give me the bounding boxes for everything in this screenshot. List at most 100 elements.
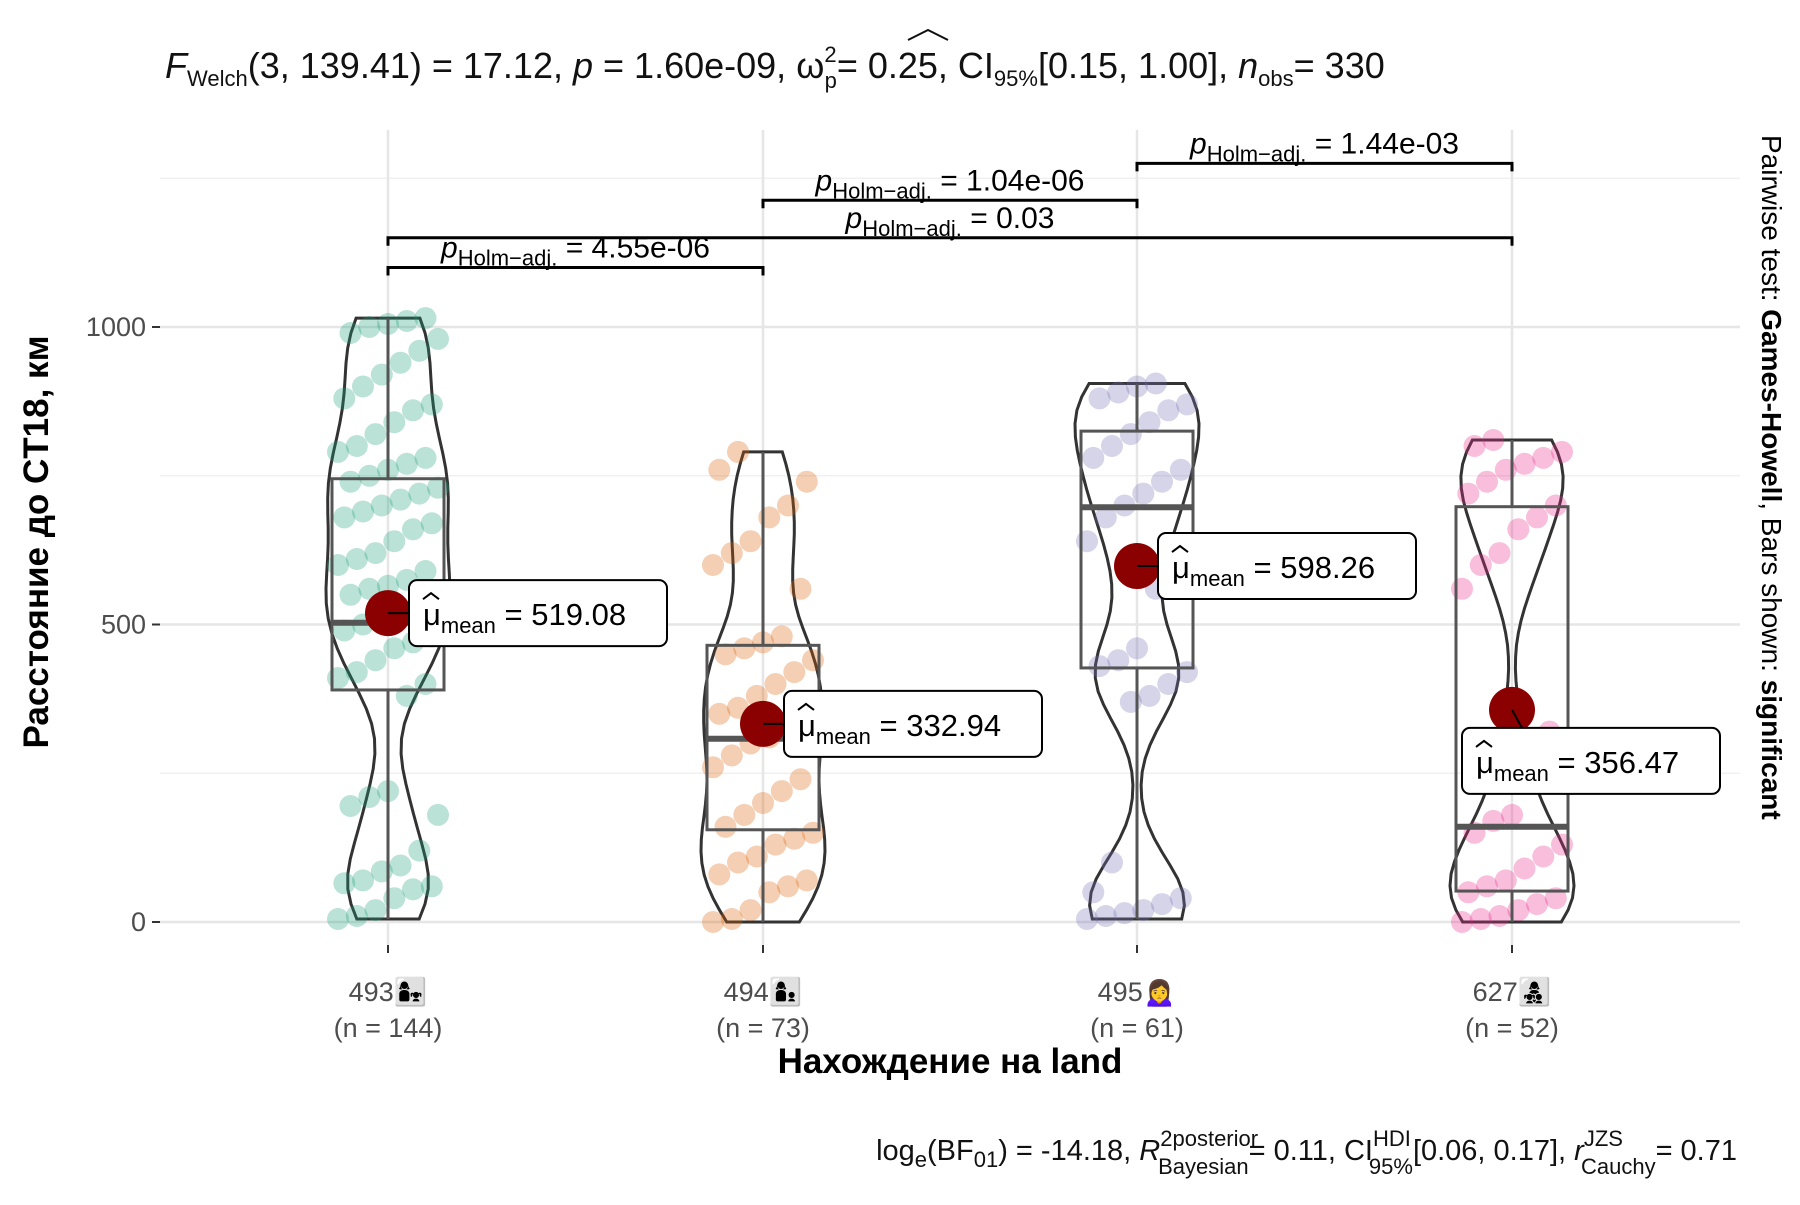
point-493 (339, 322, 362, 344)
point-493 (327, 667, 349, 689)
mean-label-494: μmean = 332.94 (798, 708, 1001, 749)
point-627 (1507, 518, 1530, 541)
point-493 (339, 795, 362, 817)
pairwise-label: pHolm−adj. = 1.44e-03 (1189, 127, 1459, 166)
point-493 (364, 649, 387, 672)
point-495 (1126, 637, 1148, 660)
point-495 (1088, 655, 1111, 678)
point-627 (1532, 446, 1555, 469)
pairwise-label: pHolm−adj. = 0.03 (845, 202, 1055, 241)
point-627 (1488, 542, 1511, 565)
point-495 (1151, 893, 1173, 916)
point-493 (364, 542, 387, 565)
point-627 (1482, 429, 1505, 451)
point-494 (733, 637, 756, 660)
point-493 (358, 786, 381, 808)
point-627 (1469, 554, 1492, 576)
violin-495 (1073, 382, 1201, 921)
point-493 (364, 423, 387, 446)
point-627 (1501, 803, 1523, 826)
point-493 (408, 839, 431, 862)
point-494 (777, 875, 799, 898)
point-627 (1551, 440, 1573, 463)
point-493 (345, 548, 368, 570)
point-495 (1144, 372, 1167, 395)
point-494 (739, 899, 762, 922)
point-495 (1094, 506, 1117, 529)
mu-hat-icon (422, 591, 440, 600)
point-493 (333, 506, 356, 529)
point-493 (339, 583, 362, 606)
pairwise-bracket (1135, 161, 1514, 172)
point-627 (1476, 875, 1498, 898)
point-493 (358, 464, 381, 487)
point-627 (1469, 908, 1492, 930)
x-tick-count: (n = 144) (334, 1013, 443, 1043)
point-495 (1101, 435, 1123, 457)
mean-label-box (1461, 726, 1721, 795)
point-627 (1494, 869, 1517, 892)
point-493 (389, 854, 412, 877)
point-627 (1451, 911, 1473, 933)
point-493 (327, 908, 349, 930)
point-493 (408, 339, 431, 362)
point-493 (383, 637, 406, 660)
point-495 (1107, 649, 1130, 672)
x-axis: 493👩‍👧 (n = 144) 494👩‍👦 (n = 73) 495🙍‍♀️ (n =… (334, 945, 1559, 1043)
mean-label-box (783, 689, 1043, 758)
point-493 (427, 803, 449, 826)
point-493 (389, 351, 412, 374)
point-627 (1451, 577, 1473, 600)
point-493 (414, 673, 437, 695)
point-495 (1082, 881, 1105, 904)
box-627 (1454, 505, 1570, 893)
point-493 (395, 452, 418, 475)
y-axis: 0 500 1000 (86, 312, 160, 937)
chart-caption: loge(BF01) = -14.18, R2posterior Bayesian… (876, 1126, 1737, 1179)
point-627 (1526, 893, 1548, 916)
point-494 (789, 768, 812, 791)
point-493 (420, 393, 443, 416)
mean-label-493: μmean = 519.08 (423, 597, 626, 638)
point-494 (720, 744, 743, 767)
point-494 (714, 815, 737, 838)
point-493 (402, 399, 424, 422)
point-627 (1513, 857, 1536, 880)
point-627 (1551, 833, 1573, 856)
x-tick-count: (n = 52) (1465, 1013, 1559, 1043)
point-494 (802, 649, 824, 672)
mean-label-box (1157, 532, 1417, 601)
point-627 (1532, 845, 1555, 868)
x-tick-label: 493👩‍👧 (349, 976, 428, 1007)
point-627 (1476, 470, 1498, 493)
point-627 (1544, 887, 1567, 910)
pairwise-bracket (386, 236, 1514, 246)
point-493 (395, 684, 418, 707)
point-494 (708, 458, 731, 481)
x-tick-count: (n = 73) (716, 1013, 810, 1043)
point-493 (395, 310, 418, 332)
point-495 (1176, 393, 1198, 416)
y-tick-label: 500 (101, 610, 146, 640)
point-493 (339, 470, 362, 493)
point-495 (1082, 446, 1105, 469)
point-493 (420, 875, 443, 898)
point-494 (727, 851, 749, 874)
point-493 (427, 327, 449, 350)
x-tick-label: 495🙍‍♀️ (1098, 977, 1177, 1007)
point-495 (1169, 887, 1192, 910)
point-494 (795, 869, 818, 892)
point-494 (777, 494, 799, 517)
point-493 (358, 316, 381, 338)
point-494 (783, 661, 806, 684)
point-493 (352, 375, 374, 398)
point-495 (1138, 411, 1161, 434)
point-627 (1526, 506, 1548, 529)
point-493 (408, 482, 431, 505)
means: μmean = 519.08 μmean = 332.94 μmean = 598.… (365, 532, 1721, 795)
point-493 (414, 307, 437, 330)
mean-label-connector (1511, 709, 1523, 729)
point-494 (714, 643, 737, 666)
point-495 (1076, 908, 1098, 930)
point-493 (352, 869, 374, 892)
